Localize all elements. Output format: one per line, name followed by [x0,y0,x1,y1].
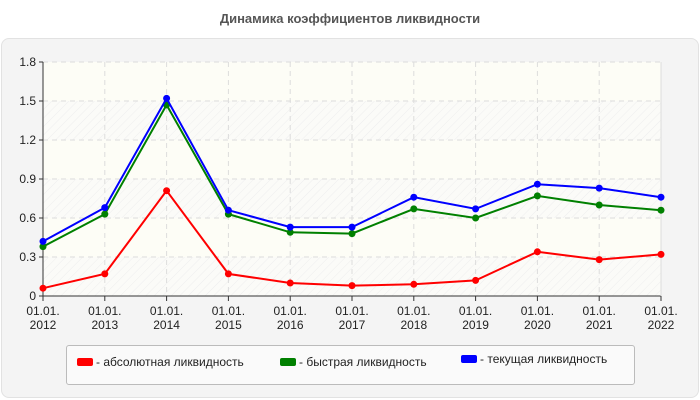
x-tick-label: 2021 [586,318,613,332]
legend-label: - быстрая ликвидность [299,355,427,369]
y-tick-label: 0 [29,289,36,303]
legend-item-quick: - быстрая ликвидность [280,355,427,369]
data-point [224,270,232,278]
series-line-2 [39,94,665,245]
legend-swatch-red [77,358,93,366]
y-tick-label: 1.5 [19,94,36,108]
data-point [224,206,232,214]
series-line-1 [39,101,665,251]
data-point [595,201,603,209]
legend-item-absolute: - абсолютная ликвидность [77,355,244,369]
data-point [286,279,294,287]
data-point [39,243,47,251]
data-point [410,193,418,201]
y-tick-label: 0.9 [19,172,36,186]
legend-swatch-green [280,358,296,366]
data-point [657,250,665,258]
x-tick-label: 01.01. [397,304,430,318]
x-tick-label: 2015 [215,318,242,332]
data-point [163,94,171,102]
data-point [101,204,109,212]
data-point [533,192,541,200]
x-tick-label: 2016 [277,318,304,332]
data-point [39,284,47,292]
x-tick-label: 01.01. [644,304,677,318]
data-point [101,210,109,218]
x-tick-label: 01.01. [88,304,121,318]
x-tick-label: 2022 [648,318,675,332]
chart-legend: - абсолютная ликвидность - быстрая ликви… [66,345,635,385]
data-point [348,282,356,290]
data-point [286,223,294,231]
x-tick-label: 2019 [462,318,489,332]
x-tick-label: 2014 [153,318,180,332]
x-tick-label: 01.01. [212,304,245,318]
x-tick-label: 01.01. [335,304,368,318]
data-point [101,270,109,278]
legend-swatch-blue [461,355,477,363]
series-line-0 [39,187,665,292]
data-point [595,256,603,264]
chart-title: Динамика коэффициентов ликвидности [219,11,481,26]
data-point [410,205,418,213]
x-tick-label: 2020 [524,318,551,332]
x-tick-label: 2013 [91,318,118,332]
x-tick-label: 01.01. [459,304,492,318]
data-point [410,280,418,288]
data-point [657,206,665,214]
x-tick-label: 01.01. [274,304,307,318]
x-tick-label: 01.01. [150,304,183,318]
data-point [472,214,480,222]
data-point [39,237,47,245]
x-tick-label: 2017 [339,318,366,332]
y-tick-label: 1.2 [19,133,36,147]
y-tick-label: 0.6 [19,211,36,225]
data-point [533,248,541,256]
x-tick-label: 2018 [400,318,427,332]
data-point [286,228,294,236]
data-point [472,276,480,284]
legend-label: - текущая ликвидность [480,352,608,366]
legend-item-current: - текущая ликвидность [461,352,607,366]
x-tick-label: 2012 [30,318,57,332]
data-point [595,184,603,192]
y-tick-label: 0.3 [19,250,36,264]
data-point [472,205,480,213]
data-point [348,230,356,238]
legend-label: - абсолютная ликвидность [96,355,244,369]
x-tick-label: 01.01. [26,304,59,318]
data-point [348,223,356,231]
data-point [657,193,665,201]
data-point [533,180,541,188]
data-point [163,187,171,195]
y-tick-label: 1.8 [19,55,36,69]
x-tick-label: 01.01. [521,304,554,318]
x-tick-label: 01.01. [583,304,616,318]
